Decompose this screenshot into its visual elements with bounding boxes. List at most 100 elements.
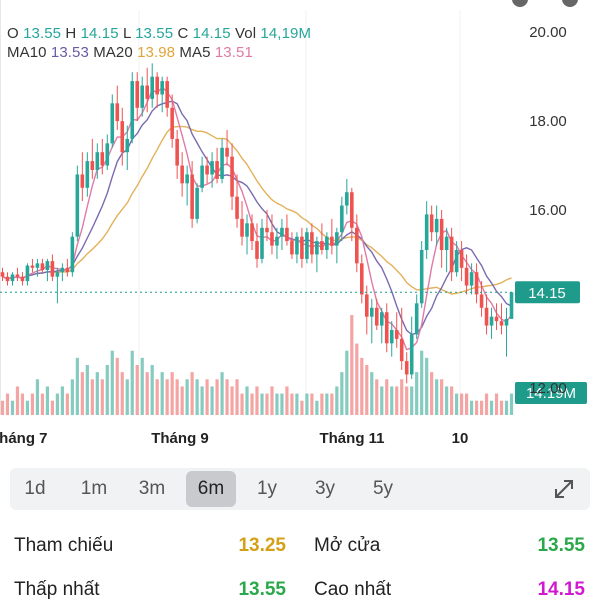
price-chart[interactable]: 14.15 14.19M 20.00 18.00 16.00 12.00 Tháng 7 Th… <box>0 0 600 460</box>
range-selector: 1d 1m 3m 6m 1y 3y 5y <box>10 468 590 510</box>
legend-o-key: O <box>7 25 19 42</box>
candle-body <box>15 274 20 277</box>
volume-bar <box>75 357 79 415</box>
volume-bar <box>165 379 169 415</box>
volume-bar <box>65 393 69 415</box>
candle-body <box>449 236 454 273</box>
volume-bar <box>345 350 349 415</box>
candle-body <box>25 265 30 282</box>
volume-bar <box>504 400 509 415</box>
volume-bar <box>90 379 94 415</box>
volume-bar <box>420 350 424 415</box>
candle-body <box>325 236 329 250</box>
candle-body <box>434 218 439 233</box>
range-tab-1d[interactable]: 1d <box>24 478 46 499</box>
volume-bar <box>205 379 209 415</box>
legend-vol-value: 14,19M <box>260 25 312 42</box>
candle-body <box>225 147 229 157</box>
candle-body <box>305 232 309 259</box>
candle-body <box>250 223 254 242</box>
candle-body <box>85 161 90 188</box>
volume-bar <box>80 372 84 415</box>
legend-vol-key: Vol <box>234 25 257 42</box>
candle-body <box>290 241 294 255</box>
toolbar-icon-left[interactable] <box>512 0 528 7</box>
candle-body <box>45 261 50 270</box>
volume-bar <box>20 393 25 415</box>
price-tick-label: 16.00 <box>529 202 567 219</box>
candle-body <box>355 227 359 264</box>
candle-body <box>145 85 150 99</box>
candle-body <box>185 174 189 184</box>
candle-body <box>300 236 304 259</box>
volume-bar <box>55 393 59 415</box>
volume-bar <box>275 393 279 415</box>
volume-bar <box>405 386 409 415</box>
range-tab-3y[interactable]: 3y <box>314 478 336 499</box>
range-tab-1y[interactable]: 1y <box>256 478 278 499</box>
volume-bar <box>180 386 184 415</box>
volume-bar <box>85 365 89 415</box>
range-tab-1m[interactable]: 1m <box>80 478 108 499</box>
candle-body <box>320 241 324 250</box>
volume-bar <box>15 386 20 415</box>
candle-body <box>404 361 409 375</box>
volume-bar <box>5 393 10 415</box>
x-label-thang-9: Tháng 9 <box>151 430 209 447</box>
toolbar-icon-right[interactable] <box>562 0 578 7</box>
candle-body <box>340 205 344 233</box>
volume-bar <box>320 393 324 415</box>
volume-bar <box>120 372 124 415</box>
volume-bar <box>400 379 404 415</box>
volume-bar <box>425 357 429 415</box>
volume-bar <box>325 393 329 415</box>
candle-body <box>509 292 514 319</box>
candle-body <box>399 338 404 362</box>
volume-bar <box>410 386 414 415</box>
volume-bar <box>50 400 54 415</box>
candle-body <box>439 218 444 250</box>
volume-bar <box>220 372 224 415</box>
candle-body <box>50 261 55 277</box>
range-tab-5y[interactable]: 5y <box>372 478 394 499</box>
current-price-tag <box>515 281 580 304</box>
range-tab-6m[interactable]: 6m <box>186 471 236 507</box>
volume-bar <box>464 393 469 415</box>
range-tab-3m[interactable]: 3m <box>138 478 166 499</box>
candle-body <box>265 227 269 233</box>
candle-body <box>469 272 474 286</box>
volume-bar <box>250 393 254 415</box>
candle-body <box>479 294 484 308</box>
candle-body <box>310 232 314 255</box>
candle-body <box>394 330 399 339</box>
candle-body <box>369 307 374 317</box>
candle-body <box>115 103 120 122</box>
candlestick-chart-svg[interactable]: 14.15 14.19M 20.00 18.00 16.00 12.00 Tháng 7 Th… <box>0 0 600 460</box>
candle-body <box>260 227 264 259</box>
candle-body <box>230 156 234 197</box>
expand-icon[interactable] <box>552 477 576 501</box>
candle-body <box>75 174 80 237</box>
volume-bar <box>185 379 189 415</box>
ohlc-legend: O 13.55 H 14.15 L 13.55 C 14.15 Vol 14,1… <box>7 25 311 42</box>
candle-body <box>419 250 424 304</box>
volume-bar <box>200 386 204 415</box>
stat-label-thap-nhat: Thấp nhất <box>14 579 100 600</box>
ma-legend: MA10 13.53 MA20 13.98 MA5 13.51 <box>7 44 253 61</box>
volume-bar <box>375 379 379 415</box>
volume-bar <box>100 379 104 415</box>
volume-bar <box>125 379 129 415</box>
price-tick-label: 18.00 <box>529 113 567 130</box>
current-volume-label: 14.19M <box>526 385 576 402</box>
legend-ma10-key: MA10 <box>7 44 47 61</box>
volume-bar <box>385 379 389 415</box>
candle-body <box>489 316 494 326</box>
candle-body <box>364 294 369 317</box>
volume-bar <box>40 393 45 415</box>
candle-body <box>110 103 115 144</box>
volume-bar <box>310 393 314 415</box>
volume-bar <box>390 386 394 415</box>
candle-body <box>30 265 35 268</box>
candle-body <box>35 263 40 268</box>
legend-h-value: 14.15 <box>80 25 119 42</box>
